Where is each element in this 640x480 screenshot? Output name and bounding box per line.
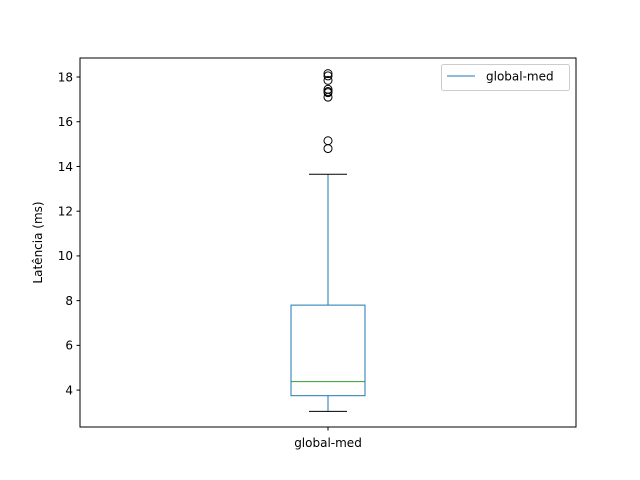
outlier-point — [323, 75, 333, 85]
y-tick-label: 6 — [65, 339, 73, 353]
outlier-point — [323, 71, 333, 81]
plot-layer — [290, 69, 366, 412]
y-tick-label: 12 — [58, 204, 73, 218]
x-axis: global-med — [294, 427, 362, 450]
outlier-point — [323, 84, 333, 94]
y-axis: 4 6 8 10 12 14 16 18 — [58, 70, 80, 397]
legend-box — [441, 64, 570, 91]
y-tick-label: 16 — [58, 115, 73, 129]
outlier-point — [323, 69, 333, 79]
outlier-point — [323, 87, 333, 97]
y-tick-label: 14 — [58, 160, 73, 174]
y-tick-label: 8 — [65, 294, 73, 308]
legend-label: global-med — [486, 70, 554, 84]
y-tick-label: 4 — [65, 383, 73, 397]
y-tick-label: 18 — [58, 70, 73, 84]
outlier-point — [323, 136, 333, 146]
box-iqr — [290, 304, 366, 397]
y-axis-label: Latência (ms) — [31, 201, 45, 283]
y-tick-label: 10 — [58, 249, 73, 263]
legend: global-med — [441, 64, 570, 91]
x-tick-label: global-med — [294, 436, 362, 450]
